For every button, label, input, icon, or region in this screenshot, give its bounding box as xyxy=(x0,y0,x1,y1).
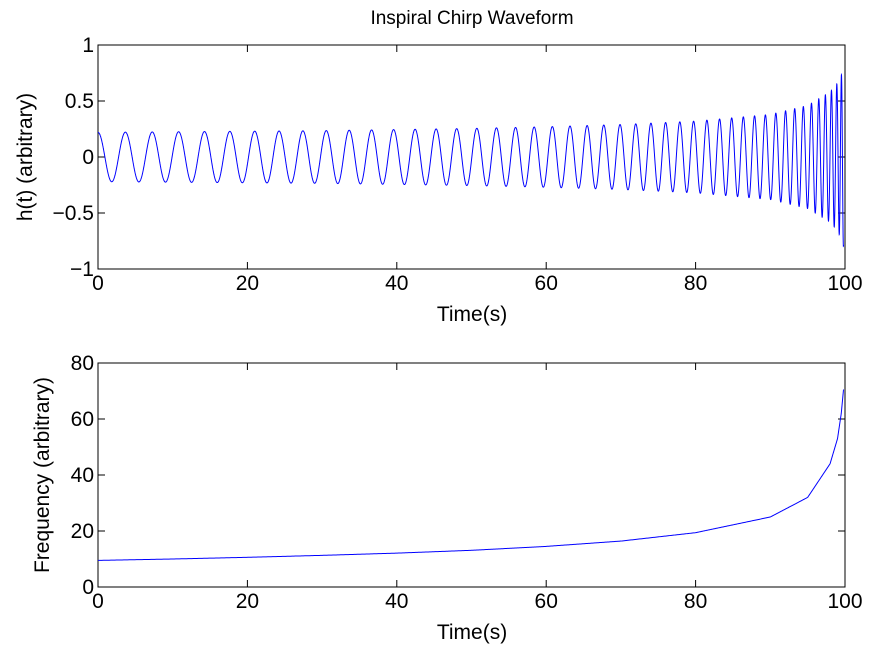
waveform-ticks xyxy=(97,44,846,270)
waveform-x-tick-label: 0 xyxy=(92,272,104,295)
frequency-series-line xyxy=(97,389,844,561)
waveform-x-axis-label: Time(s) xyxy=(437,303,507,326)
waveform-y-axis-label: h(t) (arbitrary) xyxy=(14,93,37,221)
waveform-y-tick-label: −0.5 xyxy=(53,202,94,225)
frequency-y-tick-label: 60 xyxy=(71,408,94,431)
waveform-panel: Inspiral Chirp Waveform 0 20 40 60 80 100 −1 −0… xyxy=(14,8,863,326)
waveform-y-tick-label: 1 xyxy=(82,34,94,57)
frequency-x-tick-label: 60 xyxy=(535,590,558,613)
frequency-ticks xyxy=(97,362,846,588)
frequency-tick-labels: 0 20 40 60 80 100 0 20 40 60 80 xyxy=(71,352,863,613)
waveform-x-tick-label: 40 xyxy=(385,272,408,295)
frequency-x-tick-label: 20 xyxy=(236,590,259,613)
waveform-y-tick-label: 0 xyxy=(82,146,94,169)
waveform-tick-labels: 0 20 40 60 80 100 −1 −0.5 0 0.5 1 xyxy=(53,34,863,295)
frequency-x-tick-label: 0 xyxy=(92,590,104,613)
frequency-y-tick-label: 40 xyxy=(71,464,94,487)
frequency-panel: 0 20 40 60 80 100 0 20 40 60 80 Time(s) Frequency … xyxy=(31,352,863,644)
frequency-y-tick-label: 0 xyxy=(82,576,94,599)
frequency-y-tick-label: 20 xyxy=(71,520,94,543)
frequency-y-tick-label: 80 xyxy=(71,352,94,375)
waveform-x-tick-label: 100 xyxy=(827,272,862,295)
waveform-y-tick-label: 0.5 xyxy=(65,90,94,113)
chart-title: Inspiral Chirp Waveform xyxy=(370,8,573,29)
frequency-x-tick-label: 100 xyxy=(827,590,862,613)
waveform-series-line xyxy=(97,72,845,248)
frequency-y-axis-label: Frequency (arbitrary) xyxy=(31,377,54,573)
waveform-x-tick-label: 20 xyxy=(236,272,259,295)
waveform-x-tick-label: 80 xyxy=(684,272,707,295)
frequency-x-tick-label: 80 xyxy=(684,590,707,613)
frequency-x-axis-label: Time(s) xyxy=(437,621,507,644)
waveform-y-tick-label: −1 xyxy=(70,258,94,281)
frequency-x-tick-label: 40 xyxy=(385,590,408,613)
frequency-plot-area xyxy=(97,362,846,588)
waveform-x-tick-label: 60 xyxy=(535,272,558,295)
